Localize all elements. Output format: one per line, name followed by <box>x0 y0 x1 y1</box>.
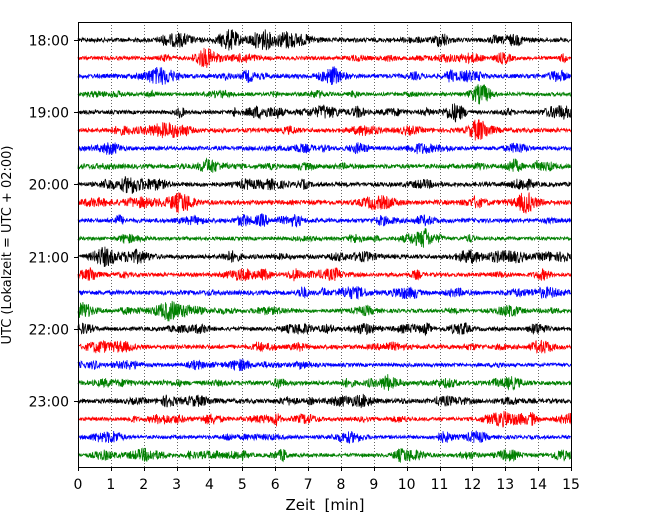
trace-2345 <box>77 447 572 464</box>
x-tick-label: 13 <box>496 477 514 493</box>
x-tick-label: 4 <box>205 477 214 493</box>
x-tick-label: 5 <box>238 477 247 493</box>
x-tick-label: 2 <box>139 477 148 493</box>
x-tick-label: 10 <box>398 477 416 493</box>
trace-layer <box>77 29 572 464</box>
trace-1915 <box>77 119 572 141</box>
trace-1845 <box>77 84 572 105</box>
trace-2300 <box>77 393 572 409</box>
trace-2145 <box>77 300 572 322</box>
x-tick-label: 9 <box>369 477 378 493</box>
y-tick-label: 22:00 <box>29 323 69 339</box>
trace-2045 <box>77 228 572 248</box>
y-axis: 18:00 19:00 20:00 21:00 22:00 23:00 <box>29 34 78 411</box>
x-tick-label: 15 <box>562 477 580 493</box>
trace-1900 <box>77 103 572 123</box>
x-tick-label: 11 <box>431 477 449 493</box>
trace-1830 <box>77 66 572 86</box>
trace-2000 <box>77 176 572 194</box>
trace-1815 <box>77 47 572 68</box>
plot-frame <box>78 22 572 468</box>
y-tick-label: 19:00 <box>29 106 69 122</box>
trace-2230 <box>77 358 572 372</box>
trace-1930 <box>77 142 572 155</box>
trace-2315 <box>77 410 572 428</box>
x-tick-label: 12 <box>463 477 481 493</box>
trace-2130 <box>77 285 572 300</box>
x-tick-label: 3 <box>172 477 181 493</box>
trace-2115 <box>77 267 572 282</box>
trace-1945 <box>77 157 572 173</box>
trace-1800 <box>77 29 572 51</box>
x-tick-label: 0 <box>74 477 83 493</box>
y-axis-title: UTC (Lokalzeit = UTC + 02:00) <box>0 146 15 345</box>
trace-2200 <box>77 322 572 337</box>
x-tick-label: 8 <box>336 477 345 493</box>
trace-2100 <box>77 246 572 267</box>
x-tick-label: 7 <box>304 477 313 493</box>
grid-lines <box>111 22 539 467</box>
y-tick-label: 21:00 <box>29 251 69 267</box>
x-tick-label: 6 <box>271 477 280 493</box>
trace-2030 <box>77 213 572 228</box>
y-tick-label: 23:00 <box>29 395 69 411</box>
trace-2330 <box>77 430 572 444</box>
trace-2215 <box>77 339 572 354</box>
trace-2245 <box>77 374 572 391</box>
y-tick-label: 18:00 <box>29 34 69 50</box>
x-axis-title: Zeit [min] <box>285 496 364 514</box>
y-tick-label: 20:00 <box>29 178 69 194</box>
x-axis: 0 1 2 3 4 5 6 7 8 9 10 11 12 13 14 15 <box>74 467 580 493</box>
x-tick-label: 1 <box>106 477 115 493</box>
trace-2015 <box>77 192 572 214</box>
x-tick-label: 14 <box>529 477 547 493</box>
